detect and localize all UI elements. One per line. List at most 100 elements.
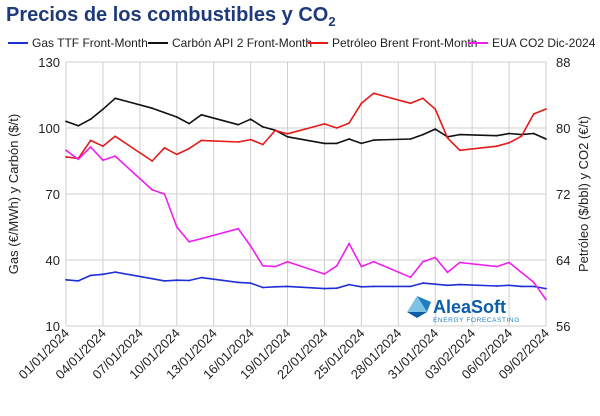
data-point xyxy=(77,124,80,127)
data-point xyxy=(114,97,117,100)
logo-facet-3 xyxy=(407,312,427,318)
data-point xyxy=(163,193,166,195)
data-point xyxy=(446,271,449,274)
data-point xyxy=(262,286,264,289)
data-point xyxy=(372,92,375,95)
data-point xyxy=(188,147,191,150)
data-point xyxy=(114,135,117,138)
data-point xyxy=(360,102,363,105)
data-point xyxy=(151,107,154,110)
series-line xyxy=(65,97,547,145)
data-point xyxy=(446,137,449,139)
data-point xyxy=(114,271,117,273)
data-point xyxy=(409,276,412,279)
data-point xyxy=(458,261,461,264)
grid-lines xyxy=(65,61,547,327)
logo-facet-1 xyxy=(407,296,427,312)
data-point xyxy=(77,280,80,282)
data-point xyxy=(286,260,289,263)
data-point xyxy=(495,285,498,287)
data-point xyxy=(102,159,104,162)
chart-title: Precios de los combustibles y CO2 xyxy=(6,4,336,29)
legend-label: Gas TTF Front-Month xyxy=(32,36,148,50)
data-point xyxy=(237,123,240,126)
data-point xyxy=(200,139,203,142)
data-point xyxy=(545,108,547,110)
left-axis-title: Gas (€/MWh) y Carbón ($/t) xyxy=(6,114,21,274)
data-point xyxy=(65,149,67,152)
series-line xyxy=(65,271,547,290)
data-point xyxy=(151,189,154,191)
left-tick-label: 10 xyxy=(46,319,60,334)
data-point xyxy=(286,285,289,288)
data-point xyxy=(237,141,240,143)
data-point xyxy=(409,138,412,140)
data-point xyxy=(348,242,350,245)
data-point xyxy=(508,132,510,135)
data-point xyxy=(163,111,166,114)
data-point xyxy=(89,146,92,148)
data-point xyxy=(422,97,424,100)
logo-brand-text: AleaSoft xyxy=(433,297,506,317)
right-axis-title: Petróleo ($/bbl) y CO2 (€/t) xyxy=(576,116,591,272)
data-point xyxy=(422,133,424,136)
data-point xyxy=(409,102,412,105)
data-point xyxy=(434,128,437,131)
series-line xyxy=(65,146,547,301)
data-point xyxy=(102,273,104,276)
data-point xyxy=(200,113,203,116)
data-point xyxy=(237,281,240,284)
data-point xyxy=(508,141,510,144)
data-point xyxy=(89,139,92,142)
aleasoft-logo: AleaSoft ENERGY FORECASTING xyxy=(407,296,520,324)
data-point xyxy=(102,145,104,148)
data-point xyxy=(458,149,461,152)
data-point xyxy=(175,153,178,156)
data-point xyxy=(545,287,547,290)
data-point xyxy=(262,126,264,128)
data-point xyxy=(323,273,326,275)
data-point xyxy=(360,265,363,268)
right-tick-label: 56 xyxy=(556,319,570,334)
data-point xyxy=(249,282,252,284)
data-point xyxy=(323,142,326,145)
data-point xyxy=(495,145,498,148)
data-point xyxy=(532,285,535,288)
data-point xyxy=(434,256,437,259)
series-lines xyxy=(65,92,547,301)
data-point xyxy=(335,287,338,290)
logo-tagline-text: ENERGY FORECASTING xyxy=(433,317,520,324)
data-point xyxy=(188,240,191,243)
data-point xyxy=(323,123,326,125)
data-point xyxy=(175,116,178,118)
data-point xyxy=(495,134,498,137)
data-point xyxy=(335,127,338,129)
left-tick-label: 70 xyxy=(46,187,60,202)
data-point xyxy=(446,284,449,287)
data-point xyxy=(372,260,375,263)
data-point xyxy=(422,282,424,284)
logo-mark-icon xyxy=(407,296,431,318)
data-point xyxy=(65,120,67,123)
right-tick-label: 88 xyxy=(556,55,570,70)
data-point xyxy=(114,155,117,158)
data-point xyxy=(520,285,523,288)
data-point xyxy=(458,133,461,136)
data-point xyxy=(65,278,67,281)
data-point xyxy=(151,160,154,162)
data-point xyxy=(335,142,338,145)
data-point xyxy=(249,245,252,247)
data-point xyxy=(360,142,363,145)
data-point xyxy=(163,280,166,282)
data-point xyxy=(508,261,510,264)
data-point xyxy=(508,284,510,287)
data-point xyxy=(348,283,350,286)
data-point xyxy=(545,298,547,301)
data-point xyxy=(372,139,375,142)
data-point xyxy=(89,118,92,121)
data-point xyxy=(274,285,277,288)
data-point xyxy=(532,113,535,115)
data-point xyxy=(188,122,191,125)
data-point xyxy=(175,279,178,282)
data-point xyxy=(458,283,461,286)
